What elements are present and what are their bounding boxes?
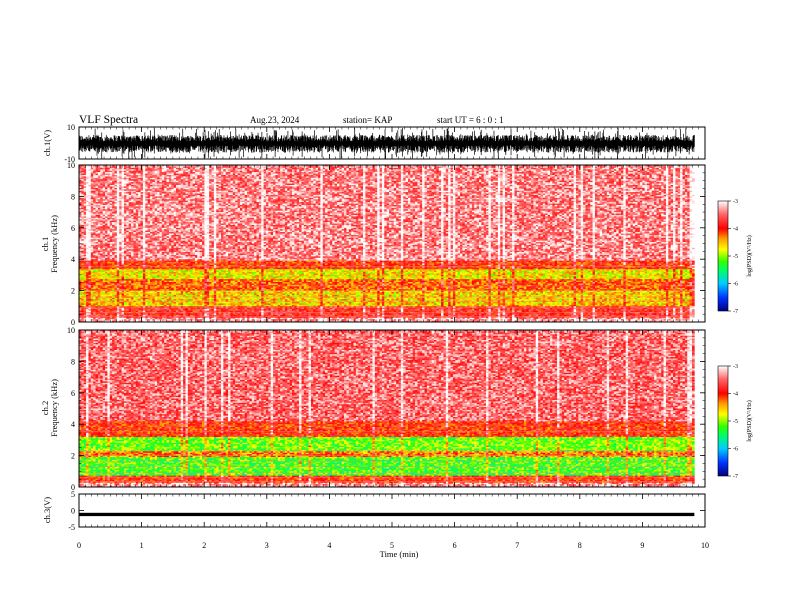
- vlf-spectra-figure: VLF Spectra Aug.23, 2024 station= KAP st…: [0, 0, 792, 612]
- ch1-waveform-trace: [79, 128, 694, 159]
- figure-title: VLF Spectra: [79, 114, 138, 126]
- figure-header: VLF Spectra Aug.23, 2024 station= KAP st…: [79, 114, 504, 126]
- ch1-waveform-line: [79, 128, 694, 159]
- station-label: station= KAP: [343, 115, 392, 125]
- ch1-spectrogram-image: [79, 165, 705, 322]
- date-label: Aug.23, 2024: [250, 115, 300, 125]
- ch1-waveform-ytick-label: 10: [67, 123, 75, 132]
- ch1-waveform-ylabel: ch.1(V): [42, 130, 52, 156]
- start-ut-label: start UT = 6 : 0 : 1: [437, 115, 504, 125]
